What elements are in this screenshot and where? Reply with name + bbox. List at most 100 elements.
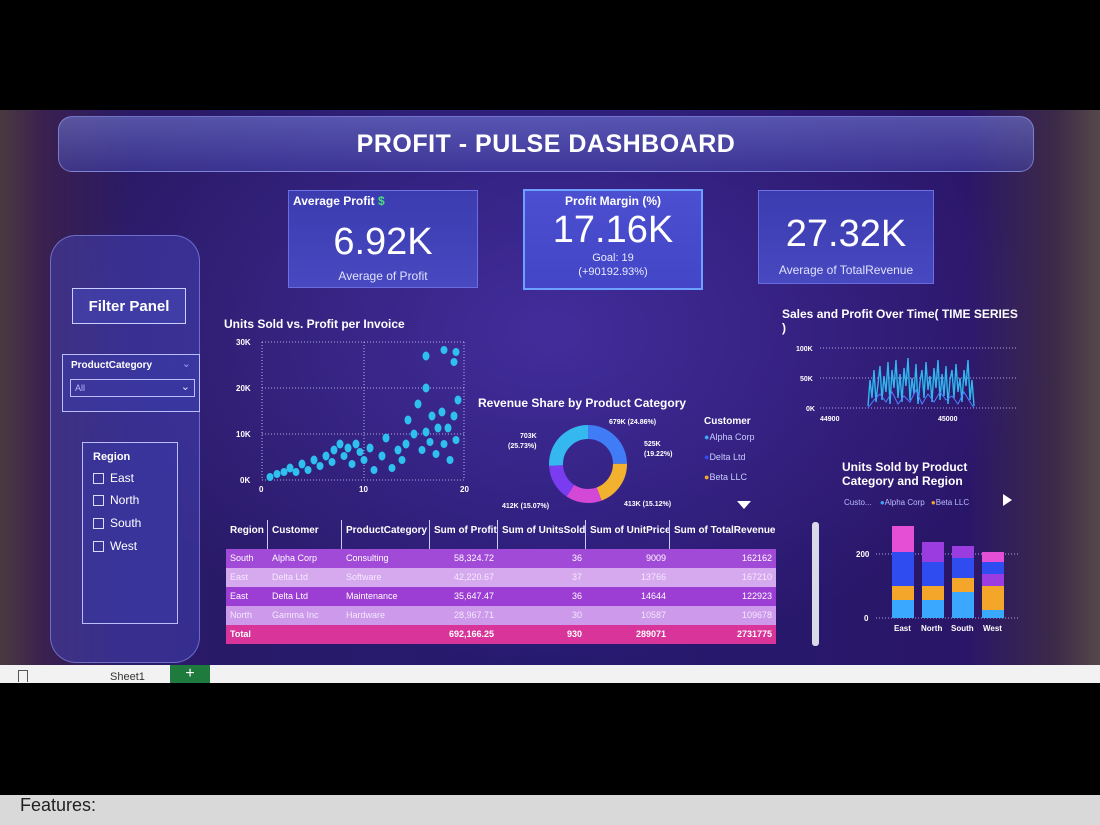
dashboard-title: PROFIT - PULSE DASHBOARD — [356, 129, 736, 158]
table-header: Region Customer ProductCategory Sum of P… — [226, 520, 776, 550]
x-tick: North — [921, 624, 942, 633]
page-footer: Features: — [0, 795, 1100, 825]
region-slicer: Region East North South West — [82, 442, 178, 624]
kpi-average-revenue[interactable]: 27.32K Average of TotalRevenue — [758, 190, 934, 284]
kpi-subtitle: Average of TotalRevenue — [778, 263, 914, 277]
bar-north — [922, 542, 944, 618]
kpi-value: 27.32K — [785, 213, 907, 255]
table-row[interactable]: East Delta Ltd Maintenance 35,647.47 36 146… — [226, 587, 776, 606]
column-header[interactable]: ProductCategory — [342, 520, 430, 550]
kpi-profit-margin[interactable]: Profit Margin (%) 17.16K Goal: 19 (+9019… — [523, 189, 703, 290]
table-row[interactable]: North Gamma Inc Hardware 28,967.71 30 10587… — [226, 606, 776, 625]
donut-label: 679K (24.86%) — [609, 419, 656, 426]
donut-label: 413K (15.12%) — [624, 501, 671, 508]
donut-label: (25.73%) — [508, 443, 536, 450]
y-tick: 10K — [236, 430, 251, 439]
region-option-south[interactable]: South — [93, 516, 141, 530]
dollar-icon: $ — [377, 194, 385, 208]
region-option-west[interactable]: West — [93, 539, 137, 553]
customer-legend-title: Customer — [704, 416, 751, 427]
column-header[interactable]: Region — [226, 520, 268, 550]
top-black-border — [0, 0, 1100, 110]
product-category-dropdown[interactable]: All ⌄ — [70, 379, 195, 397]
y-tick: 100K — [796, 346, 813, 353]
kpi-subtitle: Average of Profit — [338, 269, 428, 283]
kpi-goal-delta: (+90192.93%) — [578, 266, 648, 278]
column-header[interactable]: Sum of Profit — [430, 520, 498, 550]
x-tick: 20 — [460, 485, 469, 494]
sheet-tab[interactable]: Sheet1 — [110, 671, 145, 683]
y-tick: 50K — [800, 376, 813, 383]
bar-east — [892, 526, 914, 618]
checkbox[interactable] — [93, 472, 104, 484]
column-header[interactable]: Sum of UnitPrice — [586, 520, 670, 550]
x-tick: West — [983, 624, 1002, 633]
donut-label: 412K (15.07%) — [502, 503, 549, 510]
add-sheet-button[interactable]: + — [170, 665, 210, 683]
sheet-nav-icon[interactable] — [18, 670, 28, 682]
kpi-value: 6.92K — [333, 221, 433, 263]
dropdown-value: All — [75, 383, 86, 393]
x-tick: 45000 — [938, 416, 958, 423]
donut-slice — [549, 425, 627, 503]
x-tick: 44900 — [820, 416, 840, 423]
vertical-scrollbar[interactable] — [812, 522, 819, 646]
legend-item-beta-llc[interactable]: ●Beta LLC — [704, 472, 747, 482]
legend-next-icon[interactable] — [1003, 494, 1012, 506]
column-header[interactable]: Customer — [268, 520, 342, 550]
timeseries-chart-title: Sales and Profit Over Time( TIME SERIES) — [782, 307, 1018, 335]
y-tick: 0K — [240, 476, 250, 485]
timeseries-chart[interactable]: 100K 50K 0K 44900 45000 — [790, 340, 1025, 430]
dashboard-screen: PROFIT - PULSE DASHBOARD Average Profit … — [0, 110, 1100, 665]
chevron-down-icon[interactable]: ⌄ — [181, 358, 191, 370]
y-tick: 0 — [864, 614, 869, 623]
region-option-east[interactable]: East — [93, 471, 134, 485]
bottom-black-border — [0, 683, 1100, 795]
checkbox[interactable] — [93, 494, 104, 506]
region-option-north[interactable]: North — [93, 493, 139, 507]
footer-text: Features: — [20, 795, 97, 815]
column-header[interactable]: Sum of TotalRevenue — [674, 525, 776, 536]
donut-label: 703K — [520, 433, 537, 440]
bar-west — [982, 552, 1004, 618]
legend-item-delta-ltd[interactable]: ●Delta Ltd — [704, 452, 746, 462]
donut-chart-title: Revenue Share by Product Category — [478, 396, 687, 410]
x-tick: 10 — [359, 485, 368, 494]
product-category-slicer[interactable]: ProductCategory ⌄ All ⌄ — [62, 354, 200, 412]
table-row[interactable]: East Delta Ltd Software 42,220.67 37 13766 1… — [226, 568, 776, 587]
x-tick: East — [894, 624, 911, 633]
donut-label: (19.22%) — [644, 451, 672, 458]
column-header[interactable]: Sum of UnitsSold — [498, 520, 586, 550]
y-tick: 30K — [236, 338, 251, 347]
stacked-legend: Custo... ●Alpha Corp ●Beta LLC — [844, 498, 970, 507]
table-total-row: Total 692,166.25 930 289071 2731775 — [226, 625, 776, 644]
kpi-average-profit[interactable]: Average Profit $ 6.92K Average of Profit — [288, 190, 478, 288]
x-tick: 0 — [259, 485, 264, 494]
donut-label: 525K — [644, 441, 661, 448]
slicer-label: ProductCategory — [71, 360, 153, 371]
table-row[interactable]: South Alpha Corp Consulting 58,324.72 36 90… — [226, 549, 776, 568]
checkbox[interactable] — [93, 517, 104, 529]
scatter-chart-title: Units Sold vs. Profit per Invoice — [224, 317, 405, 331]
stacked-bar-chart[interactable]: 200 0 East North South — [850, 518, 1030, 638]
dashboard-title-bar: PROFIT - PULSE DASHBOARD — [58, 116, 1034, 172]
scroll-down-icon[interactable] — [737, 501, 751, 509]
stacked-chart-title: Units Sold by Product Category and Region — [842, 460, 968, 488]
kpi-title: Average Profit — [293, 194, 375, 208]
donut-slice — [549, 425, 627, 503]
kpi-title: Profit Margin (%) — [565, 194, 661, 208]
y-tick: 20K — [236, 384, 251, 393]
donut-slice — [549, 425, 627, 503]
donut-chart[interactable]: 679K (24.86%) 525K (19.22%) 413K (15.12%… — [496, 412, 712, 514]
sales-line — [867, 357, 975, 407]
kpi-goal: Goal: 19 — [592, 252, 634, 264]
y-tick: 200 — [856, 550, 870, 559]
scatter-points — [266, 346, 462, 481]
kpi-value: 17.16K — [552, 209, 674, 251]
legend-item-alpha-corp[interactable]: ●Alpha Corp — [704, 432, 755, 442]
filter-panel-title: Filter Panel — [72, 288, 186, 324]
scatter-chart[interactable]: 30K 20K 10K 0K 0 10 20 — [222, 332, 472, 502]
y-tick: 0K — [806, 406, 815, 413]
chevron-down-icon: ⌄ — [180, 381, 190, 393]
checkbox[interactable] — [93, 540, 104, 552]
